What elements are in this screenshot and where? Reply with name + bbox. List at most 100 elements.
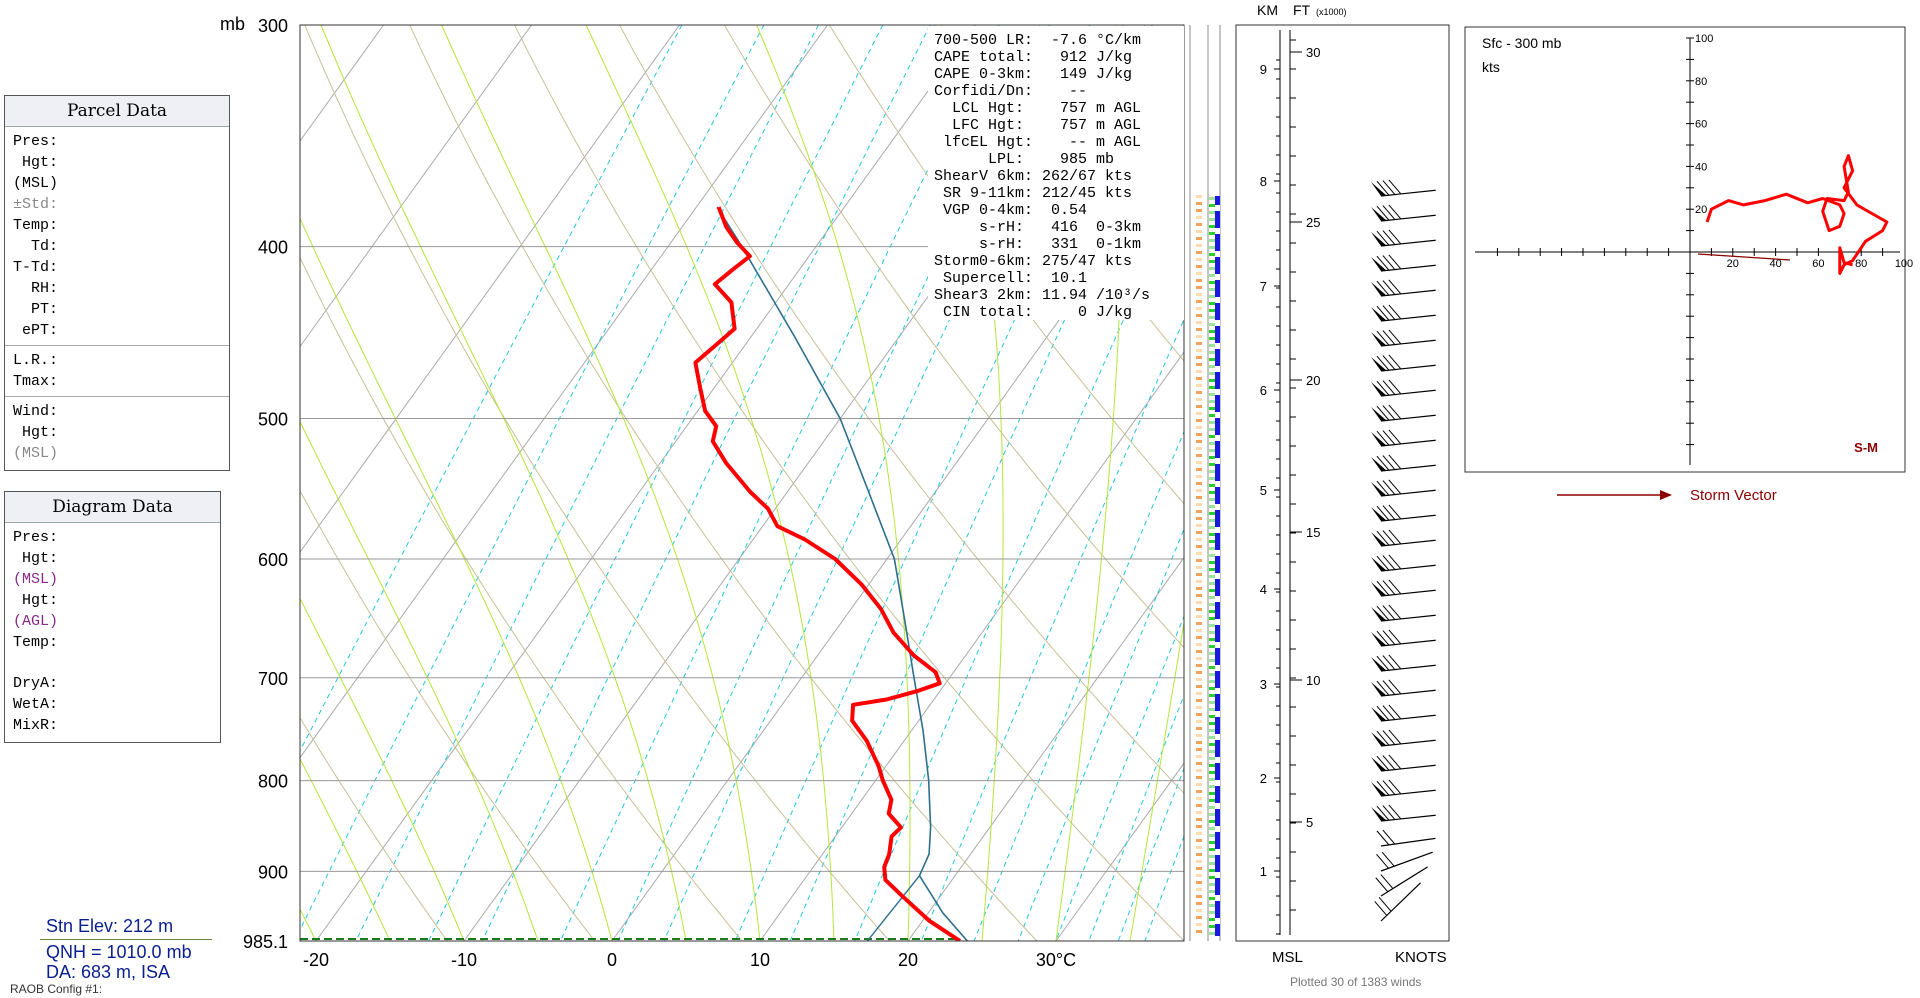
moist-adiabat-line	[441, 25, 761, 941]
stat-line: s-rH: 331 0-1km	[934, 236, 1141, 253]
hodo-x-tick-label: 60	[1812, 258, 1824, 270]
level-tick-orange	[1196, 601, 1202, 604]
dry-adiabat-line	[619, 25, 1184, 795]
pressure-tick-label: 500	[258, 410, 288, 430]
wind-barb-feather	[1382, 530, 1396, 545]
wind-barb	[1371, 429, 1436, 447]
level-tick-orange	[1196, 916, 1202, 919]
wind-barb	[1371, 629, 1436, 647]
level-tick-orange	[1196, 678, 1202, 681]
stat-line: CIN total: 0 J/kg	[934, 304, 1132, 321]
level-tick-green	[1209, 365, 1215, 368]
level-tick-green	[1209, 323, 1215, 326]
wind-barb	[1371, 504, 1436, 522]
level-tick-green	[1209, 302, 1215, 305]
wind-barb-feather	[1382, 380, 1396, 395]
wind-barb-shaft	[1380, 689, 1436, 697]
level-tick-green	[1209, 806, 1215, 809]
wind-barb-feather	[1382, 505, 1396, 520]
isotherm-line	[759, 351, 1184, 941]
level-tick-green	[1209, 232, 1215, 235]
level-tick-orange	[1196, 419, 1202, 422]
wind-barb-feather	[1388, 329, 1402, 345]
level-tick-orange	[1196, 748, 1202, 751]
dry-adiabat-line	[300, 716, 448, 941]
level-tick-orange	[1196, 391, 1202, 394]
isotherm-line	[0, 25, 236, 941]
wind-barb-flag	[1371, 507, 1387, 521]
wind-barb-flag	[1371, 757, 1387, 771]
stat-line: ShearV 6km: 262/67 kts	[934, 168, 1132, 185]
pressure-tick-label: 900	[258, 862, 288, 882]
level-tick-orange	[1196, 769, 1202, 772]
panel-row: (AGL)	[13, 613, 59, 630]
wind-barb-feather	[1376, 380, 1390, 396]
level-tick-orange	[1196, 328, 1202, 331]
wind-barb-shaft	[1380, 314, 1436, 322]
wind-barb	[1371, 279, 1436, 297]
wind-barb-flag	[1371, 782, 1387, 796]
level-tick-orange	[1196, 706, 1202, 709]
moist-adiabat-line	[300, 217, 613, 941]
raob-config: RAOB Config #1:	[10, 982, 103, 996]
wind-barb-flag	[1371, 307, 1387, 321]
level-tick-orange	[1196, 496, 1202, 499]
level-tick-green	[1209, 477, 1215, 480]
wind-barb-flag	[1371, 582, 1387, 596]
panel-row: ePT:	[13, 322, 59, 339]
panel-row: Tmax:	[13, 373, 59, 390]
level-bar-gap	[1215, 665, 1220, 671]
level-tick-orange	[1196, 664, 1202, 667]
wind-barb-shaft	[1380, 882, 1421, 922]
storm-vector-label: Storm Vector	[1690, 487, 1777, 504]
wind-barb-feather	[1382, 405, 1396, 420]
pressure-tick-label: 985.1	[243, 932, 288, 952]
hodo-y-tick-label: 40	[1695, 161, 1707, 173]
panel-row: (MSL)	[13, 445, 59, 462]
level-bar-gap	[1215, 550, 1220, 556]
wind-barb-feather	[1388, 179, 1402, 195]
level-tick-orange	[1196, 587, 1202, 590]
wind-barb	[1375, 866, 1428, 897]
wind-barb-feather	[1376, 355, 1390, 371]
wind-barb-shaft	[1380, 589, 1436, 597]
level-bar-gap	[1215, 389, 1220, 395]
level-tick-green	[1209, 617, 1215, 620]
panel-row: MixR:	[13, 717, 59, 734]
wind-barb-feather	[1376, 205, 1390, 221]
level-tick-orange	[1196, 412, 1202, 415]
level-tick-orange	[1196, 853, 1202, 856]
isobar-lines	[300, 246, 1184, 940]
panel-row: T-Td:	[13, 259, 59, 276]
wind-barb-feather	[1378, 896, 1392, 912]
level-bar-gap	[1215, 251, 1220, 257]
level-tick-orange	[1196, 685, 1202, 688]
wind-barb-shaft	[1380, 739, 1436, 747]
wind-barb-feather	[1388, 654, 1402, 670]
level-tick-green	[1209, 778, 1215, 781]
stat-line: Storm0-6km: 275/47 kts	[934, 253, 1132, 270]
ft-tick-label: 5	[1306, 815, 1313, 830]
level-tick-green	[1209, 715, 1215, 718]
hodograph-trace	[1705, 154, 1889, 275]
level-tick-green	[1209, 554, 1215, 557]
level-tick-orange	[1196, 790, 1202, 793]
wind-barb-flag	[1371, 607, 1387, 621]
level-tick-orange	[1196, 223, 1202, 226]
level-bar-gap	[1215, 596, 1220, 602]
panel-row: Hgt:	[13, 154, 59, 171]
storm-vector-legend-arrow	[1660, 490, 1672, 500]
level-tick-orange	[1196, 776, 1202, 779]
panel-row: L.R.:	[13, 352, 59, 369]
level-tick-green	[1209, 456, 1215, 459]
level-tick-orange	[1196, 923, 1202, 926]
level-bar-gap	[1215, 895, 1220, 901]
parcel-data-panel: Parcel Data Pres: Hgt: (MSL) ±Std: Temp: Td…	[4, 95, 230, 471]
stat-line: VGP 0-4km: 0.54	[934, 202, 1087, 219]
level-tick-green	[1209, 414, 1215, 417]
wind-barb-flag	[1371, 382, 1387, 396]
wind-barb-feather	[1388, 454, 1402, 470]
wind-barb-feather	[1376, 730, 1390, 746]
level-tick-orange	[1196, 895, 1202, 898]
level-tick-green	[1209, 659, 1215, 662]
